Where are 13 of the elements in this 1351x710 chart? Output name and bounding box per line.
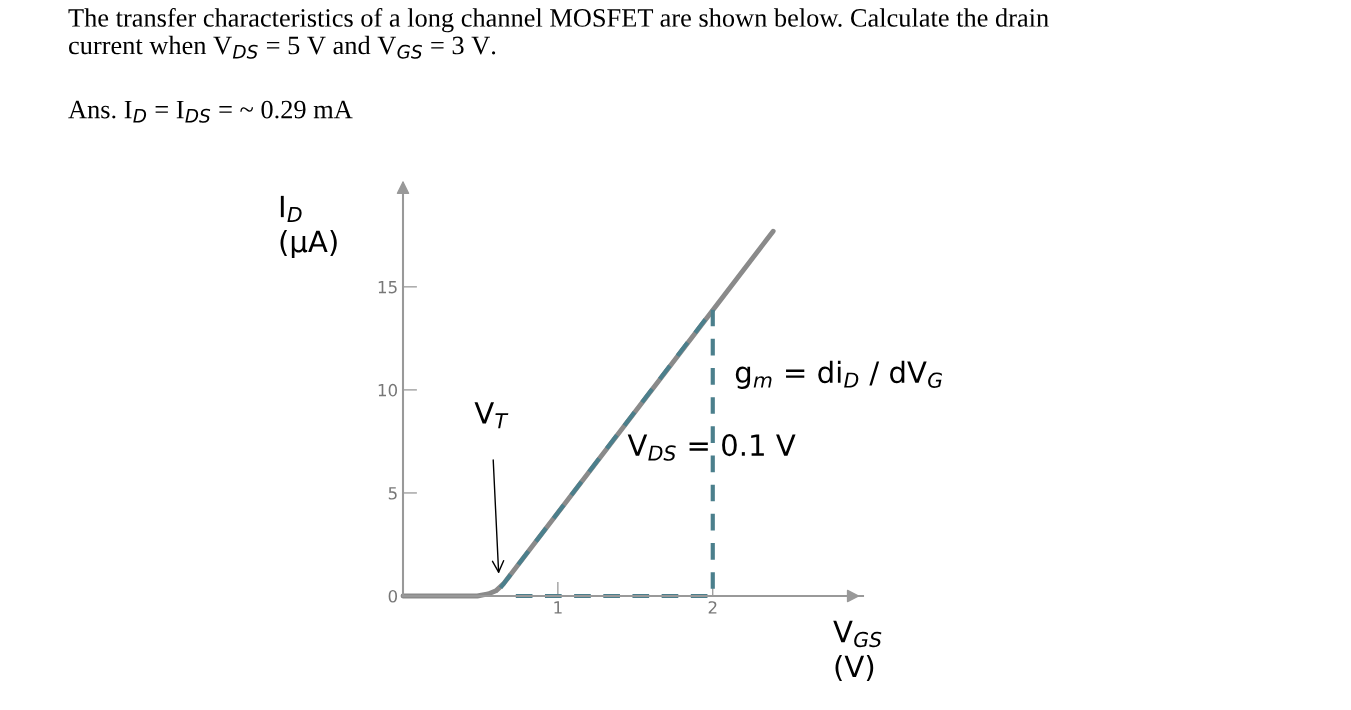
y-tick-label: 15: [378, 281, 397, 294]
y-tick-label: 0: [388, 589, 398, 603]
chart-subtitle: Ans. I$_{D}$ = I$_{DS}$ = ~ 0.29 mA: [68, 100, 353, 123]
y-tick-label: 10: [378, 383, 398, 397]
x-axis-title: V$_{GS}$ (V): [833, 620, 882, 681]
annotation: g$_{m}$ = di$_{D}$ / dV$_{G}$: [735, 360, 942, 389]
x-tick-label: 1: [554, 601, 562, 614]
annotation: V$_{T}$: [474, 402, 509, 429]
chart-title: The transfer characteristics of a long channel MOSFET are shown below. Calculate the drain current when V$_{DS}$ = 5 V and V$_{GS}$ = 3 V.: [68, 8, 1049, 59]
y-axis-title: I$_{D}$ (μA): [280, 195, 337, 259]
y-tick-label: 5: [388, 487, 397, 500]
annotation: V$_{DS}$ = 0.1 V: [627, 434, 796, 461]
x-tick-label: 2: [708, 601, 717, 614]
